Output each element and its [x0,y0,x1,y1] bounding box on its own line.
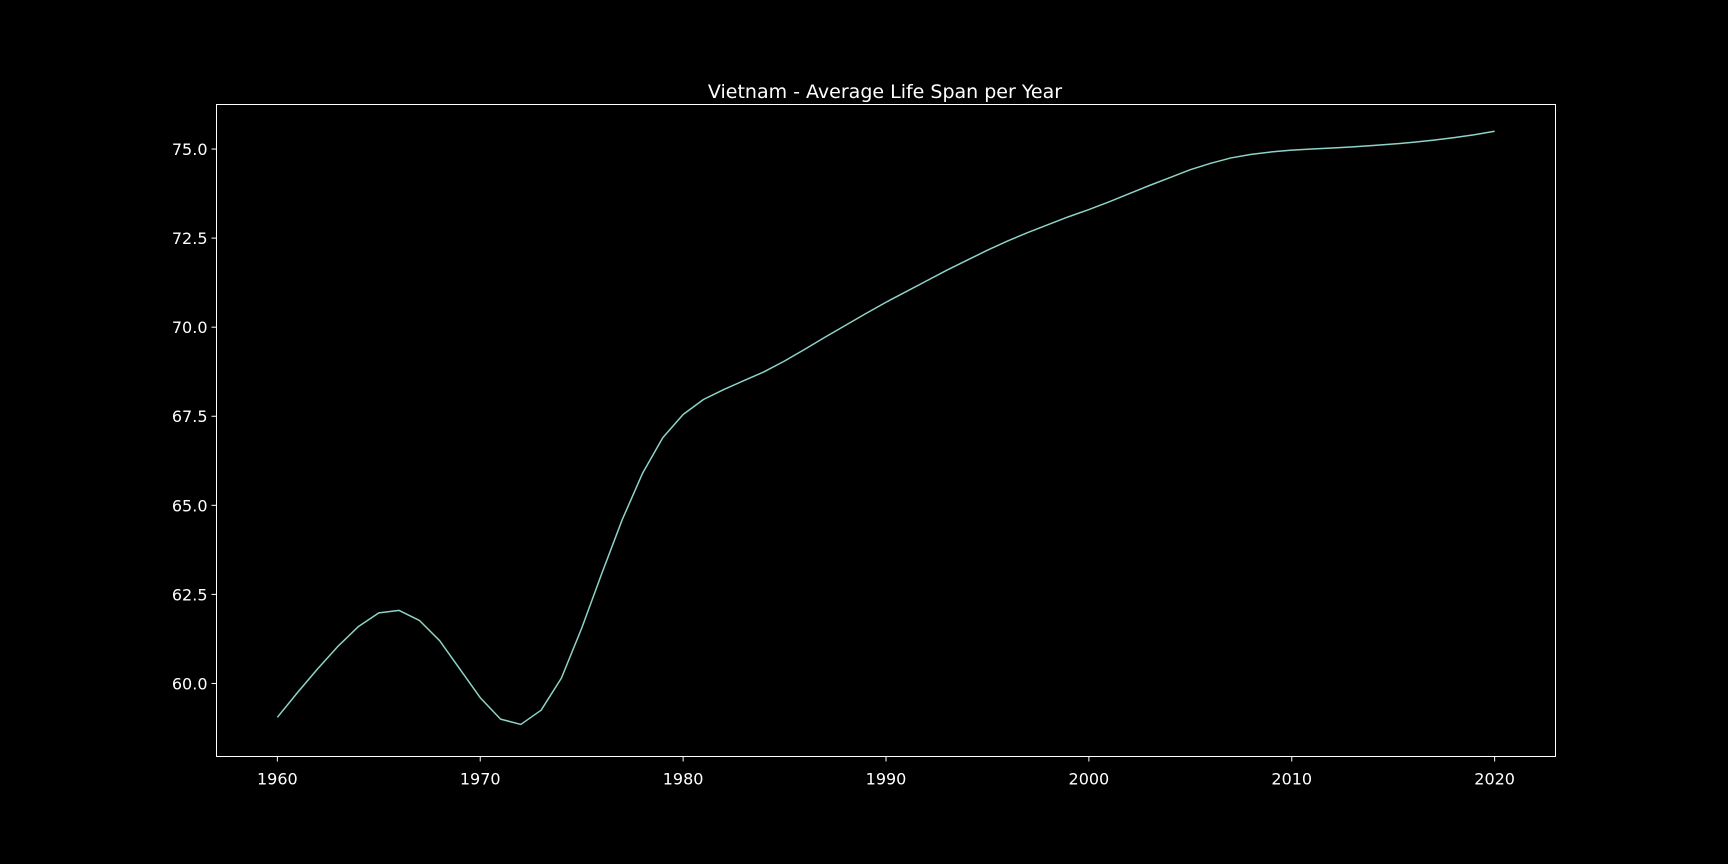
x-tick-label: 1970 [460,770,501,789]
y-tick-label: 70.0 [172,318,208,337]
y-tick-label: 72.5 [172,229,208,248]
x-tick-label: 2000 [1069,770,1110,789]
y-tick-label: 67.5 [172,407,208,426]
y-tick-label: 62.5 [172,585,208,604]
chart-title: Vietnam - Average Life Span per Year [708,81,1062,103]
x-tick-label: 1960 [257,770,298,789]
x-tick-label: 2020 [1474,770,1515,789]
x-tick-label: 1990 [866,770,907,789]
y-axis: 60.0 62.5 65.0 67.5 70.0 72.5 75.0 [172,140,217,693]
y-tick-label: 65.0 [172,496,208,515]
x-axis: 1960 1970 1980 1990 2000 2010 2020 [257,756,1515,789]
y-tick-label: 60.0 [172,674,208,693]
x-tick-label: 2010 [1271,770,1312,789]
x-tick-label: 1980 [663,770,704,789]
life-span-line [276,130,1495,726]
y-tick-label: 75.0 [172,140,208,159]
